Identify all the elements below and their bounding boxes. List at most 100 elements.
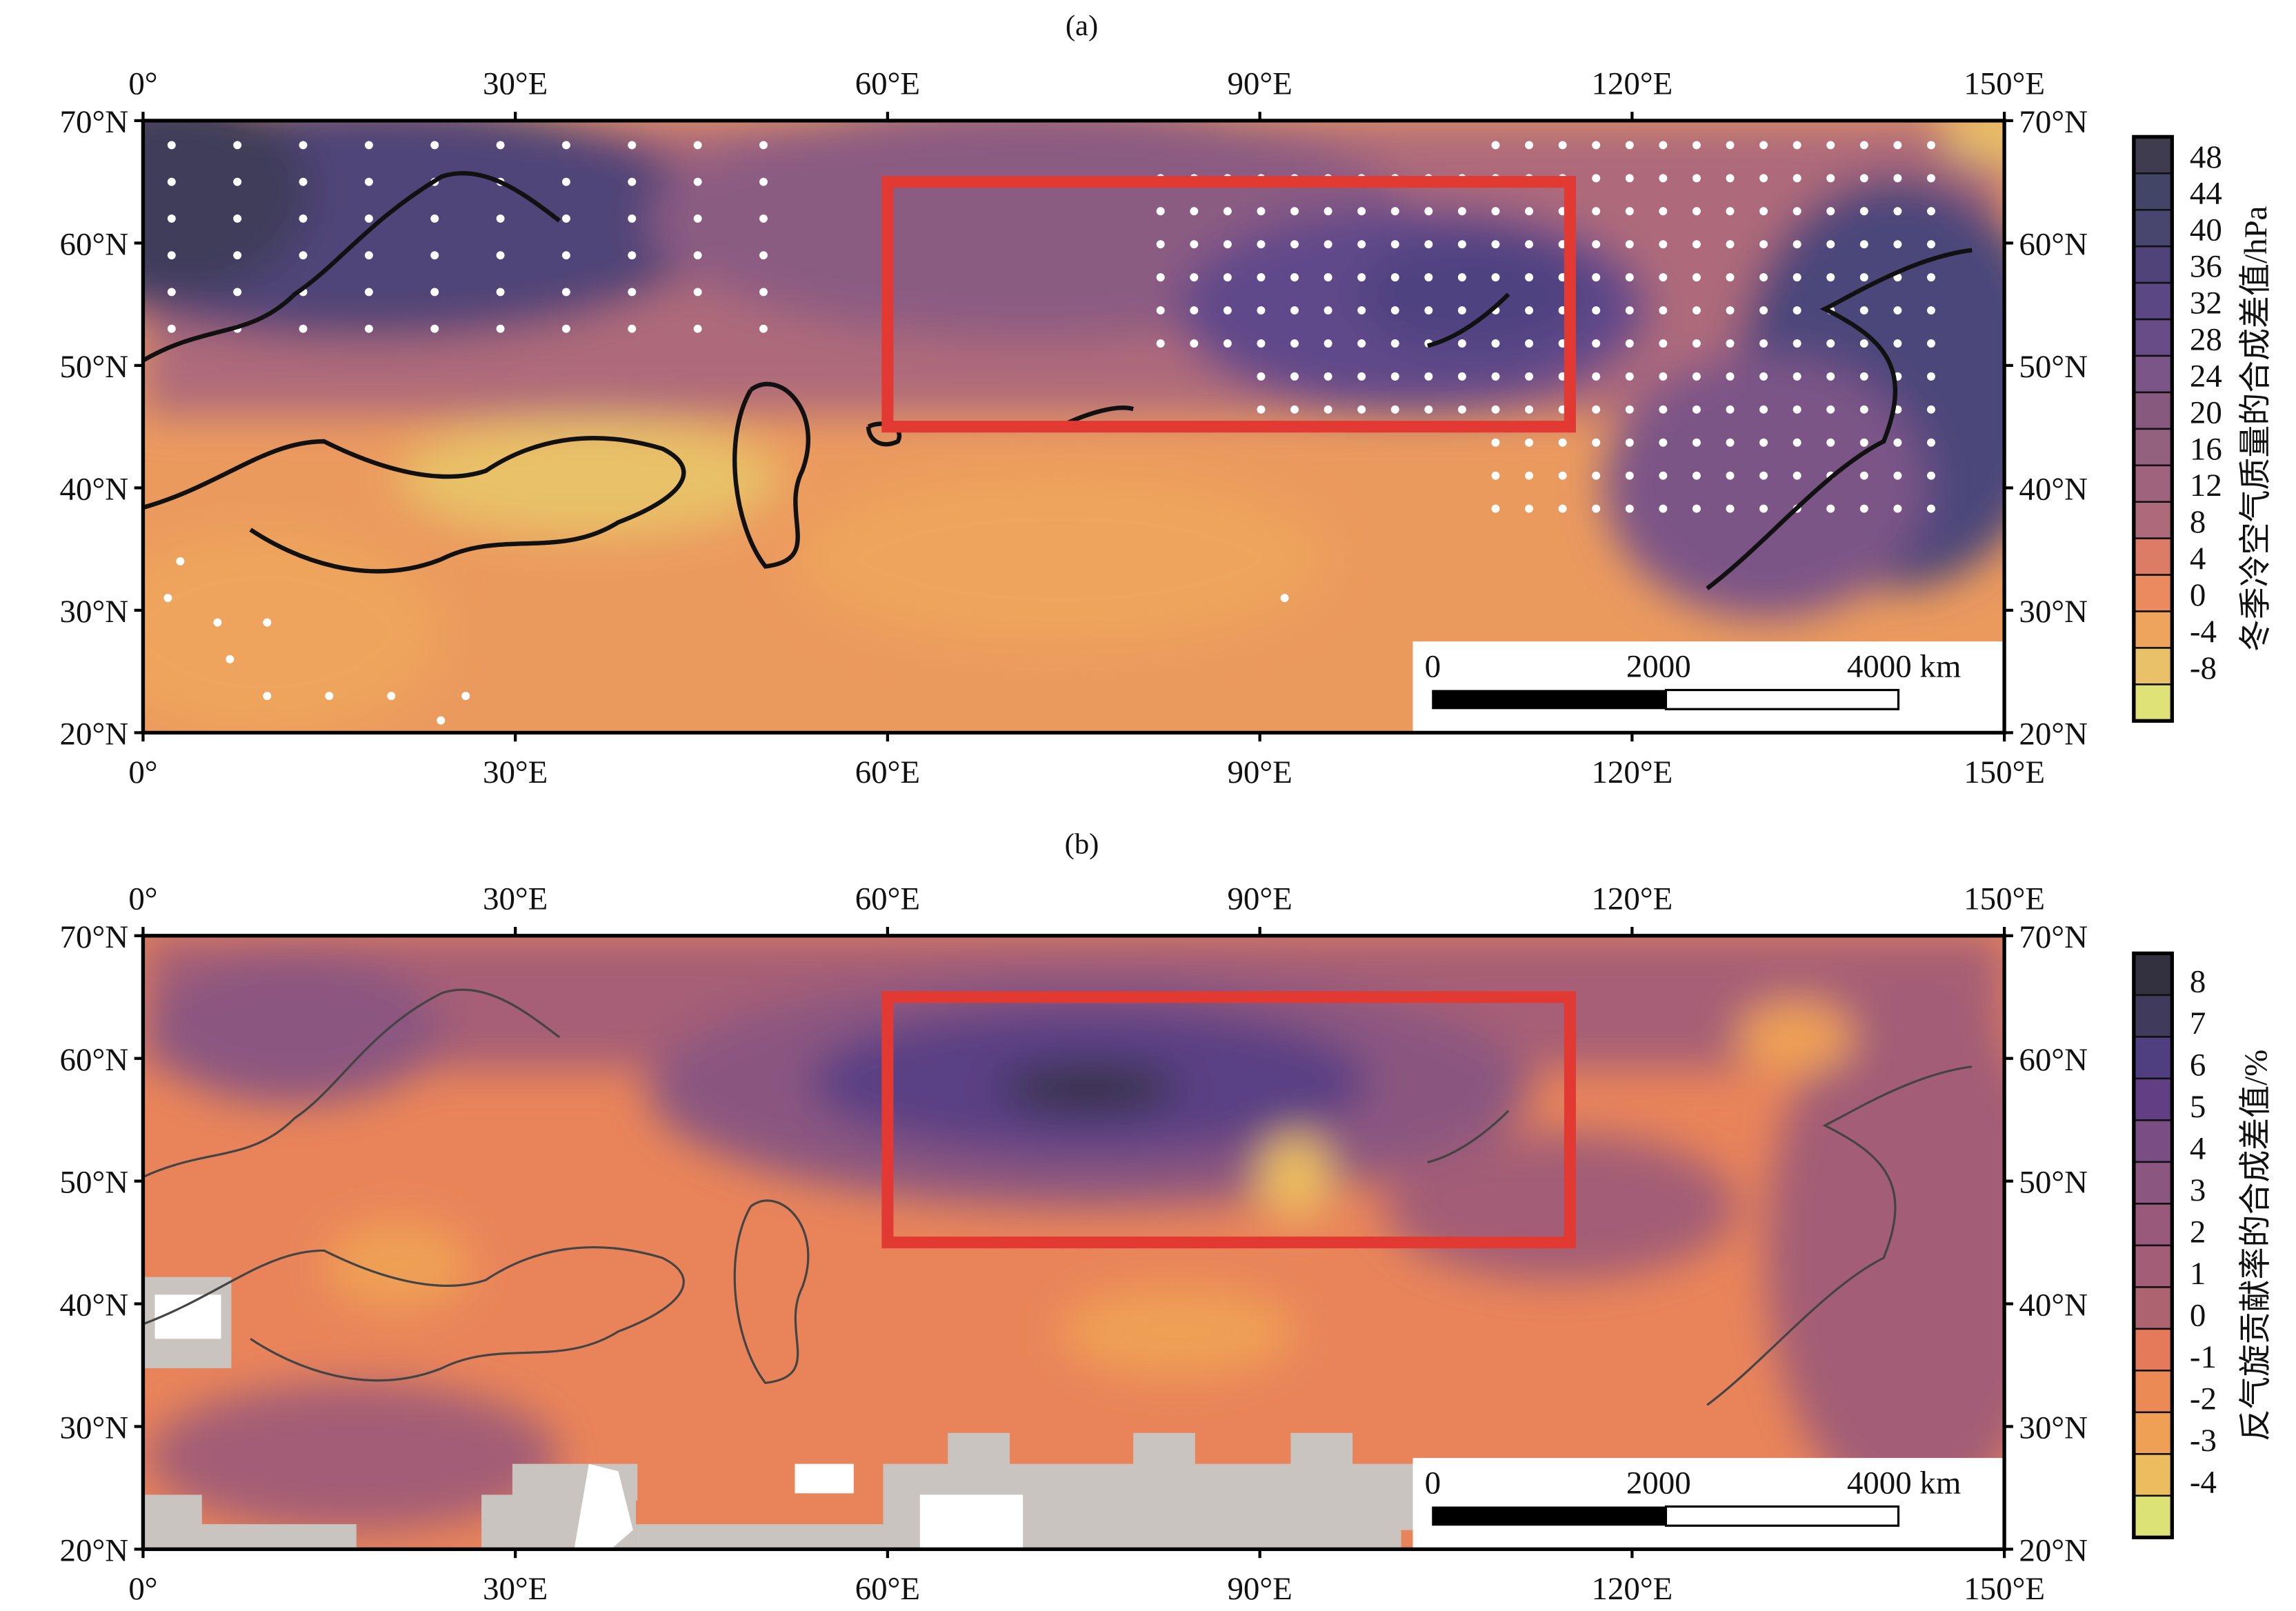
stipple-dot <box>1491 339 1500 348</box>
stipple-dot <box>364 288 373 297</box>
stipple-dot <box>1491 438 1500 447</box>
panel-a: (a) <box>60 10 2274 790</box>
y-tick-label-left: 50°N <box>60 349 129 385</box>
stipple-dot <box>1926 207 1935 216</box>
stipple-dot <box>1390 405 1399 414</box>
stipple-dot <box>1457 306 1466 315</box>
stipple-dot <box>1625 405 1634 414</box>
x-tick-label-top: 150°E <box>1964 881 2045 917</box>
x-tick-label-bottom: 90°E <box>1227 754 1292 790</box>
colorbar-tick-label: 8 <box>2190 964 2206 1000</box>
stipple-dot <box>1280 594 1289 603</box>
stipple-dot <box>1424 273 1433 282</box>
stipple-dot <box>1324 207 1332 216</box>
stipple-dot <box>1290 207 1299 216</box>
stipple-dot <box>263 618 272 627</box>
stipple-dot <box>1424 372 1433 381</box>
stipple-dot <box>561 251 570 260</box>
stipple-dot <box>1324 405 1332 414</box>
stipple-dot <box>1859 372 1868 381</box>
map-frame <box>141 119 2006 735</box>
stipple-dot <box>1893 438 1902 447</box>
y-tick-label-right: 30°N <box>2019 1410 2088 1446</box>
scale-label-0: 0 <box>1425 648 1441 684</box>
stipple-dot <box>1759 339 1768 348</box>
stipple-dot <box>496 288 505 297</box>
stipple-dot <box>1290 405 1299 414</box>
colorbar-tick-label: 48 <box>2190 139 2222 175</box>
stipple-dot <box>1290 273 1299 282</box>
stipple-dot <box>1759 405 1768 414</box>
stipple-dot <box>1826 438 1835 447</box>
y-tick-label-right: 20°N <box>2019 1532 2088 1568</box>
stipple-dot <box>759 214 768 223</box>
colorbar-swatch <box>2133 501 2173 539</box>
stipple-dot <box>1893 306 1902 315</box>
stipple-dot <box>213 618 222 627</box>
stipple-dot <box>1257 240 1266 249</box>
panel-a-label: (a) <box>1066 10 1098 42</box>
x-tick-label-bottom: 150°E <box>1964 754 2045 790</box>
colorbar-tick-label: 4 <box>2190 1131 2206 1167</box>
stipple-dot <box>364 251 373 260</box>
stipple-dot <box>496 251 505 260</box>
stipple-dot <box>1926 438 1935 447</box>
stipple-dot <box>430 214 439 223</box>
x-tick-label-bottom: 0° <box>128 754 157 790</box>
stipple-dot <box>1592 207 1601 216</box>
stipple-dot <box>1290 240 1299 249</box>
stipple-dot <box>1826 240 1835 249</box>
stipple-dot <box>1793 471 1801 480</box>
stipple-dot <box>1290 372 1299 381</box>
stipple-dot <box>1592 339 1601 348</box>
stipple-dot <box>1859 339 1868 348</box>
stipple-dot <box>364 324 373 333</box>
stipple-dot <box>628 288 637 297</box>
stipple-dot <box>1525 141 1534 150</box>
stipple-dot <box>1759 471 1768 480</box>
stipple-dot <box>496 141 505 150</box>
colorbar-swatch <box>2133 1119 2173 1163</box>
stipple-dot <box>1525 240 1534 249</box>
y-tick-label-left: 60°N <box>60 1042 129 1078</box>
stipple-dot <box>1491 141 1500 150</box>
y-tick-label-right: 40°N <box>2019 471 2088 507</box>
stipple-dot <box>430 251 439 260</box>
stipple-dot <box>233 251 242 260</box>
stipple-dot <box>1659 405 1668 414</box>
stipple-dot <box>1525 438 1534 447</box>
stipple-dot <box>1324 306 1332 315</box>
x-tick-label-top: 90°E <box>1227 881 1292 917</box>
stipple-dot <box>1926 141 1935 150</box>
stipple-dot <box>1692 471 1701 480</box>
stipple-dot <box>1692 306 1701 315</box>
colorbar-tick-label: 2 <box>2190 1214 2206 1250</box>
stipple-dot <box>1324 240 1332 249</box>
stipple-dot <box>1357 339 1366 348</box>
stipple-dot <box>759 141 768 150</box>
colorbar-tick-label: -3 <box>2190 1423 2217 1459</box>
stipple-dot <box>1257 405 1266 414</box>
stipple-dot <box>1926 174 1935 183</box>
stipple-dot <box>1592 240 1601 249</box>
stipple-dot <box>1893 471 1902 480</box>
coastlines <box>143 988 1973 1406</box>
stipple-dot <box>1793 339 1801 348</box>
stipple-dot <box>1190 306 1199 315</box>
x-tick-label-top: 30°E <box>483 881 548 917</box>
stipple-dot <box>1491 471 1500 480</box>
colorbar-swatch <box>2133 610 2173 649</box>
colorbar-tick-label: -4 <box>2190 614 2217 650</box>
stipple-dot <box>387 692 396 701</box>
stipple-dot <box>1859 471 1868 480</box>
colorbar-swatch <box>2133 428 2173 467</box>
stipple-dot <box>561 177 570 186</box>
stipple-dot <box>1424 240 1433 249</box>
stipple-dot <box>1357 240 1366 249</box>
stipple-dot <box>1491 273 1500 282</box>
stipple-dot <box>1926 240 1935 249</box>
x-tick-label-top: 120°E <box>1591 881 1673 917</box>
stipple-dot <box>1826 174 1835 183</box>
stipple-dot <box>1659 306 1668 315</box>
stipple-dot <box>1859 273 1868 282</box>
